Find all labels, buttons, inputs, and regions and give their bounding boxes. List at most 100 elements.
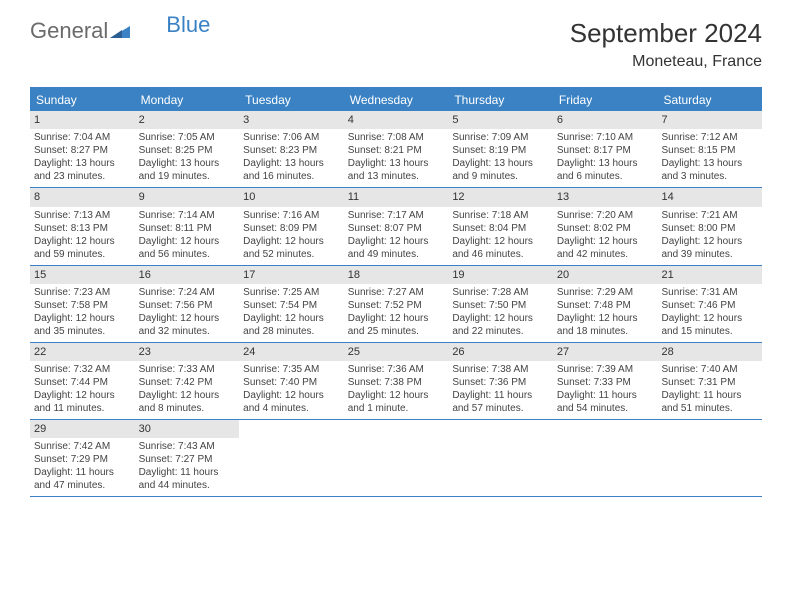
day1-text: Daylight: 11 hours	[139, 466, 236, 479]
day-number: 20	[553, 266, 658, 284]
empty-cell	[553, 420, 658, 496]
day2-text: and 23 minutes.	[34, 170, 131, 183]
day2-text: and 4 minutes.	[243, 402, 340, 415]
day2-text: and 51 minutes.	[661, 402, 758, 415]
empty-cell	[448, 420, 553, 496]
sunset-text: Sunset: 8:04 PM	[452, 222, 549, 235]
day-cell: 2Sunrise: 7:05 AMSunset: 8:25 PMDaylight…	[135, 111, 240, 187]
day-cell: 18Sunrise: 7:27 AMSunset: 7:52 PMDayligh…	[344, 266, 449, 342]
day2-text: and 49 minutes.	[348, 248, 445, 261]
day-cell: 11Sunrise: 7:17 AMSunset: 8:07 PMDayligh…	[344, 188, 449, 264]
sunset-text: Sunset: 7:44 PM	[34, 376, 131, 389]
day-content: Sunrise: 7:13 AMSunset: 8:13 PMDaylight:…	[30, 209, 135, 265]
empty-cell	[344, 420, 449, 496]
day-content: Sunrise: 7:31 AMSunset: 7:46 PMDaylight:…	[657, 286, 762, 342]
day2-text: and 44 minutes.	[139, 479, 236, 492]
day-cell: 19Sunrise: 7:28 AMSunset: 7:50 PMDayligh…	[448, 266, 553, 342]
sunset-text: Sunset: 7:40 PM	[243, 376, 340, 389]
day2-text: and 8 minutes.	[139, 402, 236, 415]
day-content: Sunrise: 7:12 AMSunset: 8:15 PMDaylight:…	[657, 131, 762, 187]
day-cell: 10Sunrise: 7:16 AMSunset: 8:09 PMDayligh…	[239, 188, 344, 264]
day-number: 10	[239, 188, 344, 206]
day-number: 18	[344, 266, 449, 284]
sunset-text: Sunset: 8:17 PM	[557, 144, 654, 157]
day1-text: Daylight: 12 hours	[139, 235, 236, 248]
day1-text: Daylight: 12 hours	[139, 312, 236, 325]
day1-text: Daylight: 11 hours	[557, 389, 654, 402]
day2-text: and 13 minutes.	[348, 170, 445, 183]
day2-text: and 9 minutes.	[452, 170, 549, 183]
day-cell: 24Sunrise: 7:35 AMSunset: 7:40 PMDayligh…	[239, 343, 344, 419]
sunrise-text: Sunrise: 7:17 AM	[348, 209, 445, 222]
day-cell: 6Sunrise: 7:10 AMSunset: 8:17 PMDaylight…	[553, 111, 658, 187]
day-number: 6	[553, 111, 658, 129]
day-content: Sunrise: 7:38 AMSunset: 7:36 PMDaylight:…	[448, 363, 553, 419]
day2-text: and 42 minutes.	[557, 248, 654, 261]
day-content: Sunrise: 7:29 AMSunset: 7:48 PMDaylight:…	[553, 286, 658, 342]
day-content: Sunrise: 7:32 AMSunset: 7:44 PMDaylight:…	[30, 363, 135, 419]
sunrise-text: Sunrise: 7:38 AM	[452, 363, 549, 376]
day1-text: Daylight: 13 hours	[348, 157, 445, 170]
day2-text: and 47 minutes.	[34, 479, 131, 492]
day-cell: 27Sunrise: 7:39 AMSunset: 7:33 PMDayligh…	[553, 343, 658, 419]
day1-text: Daylight: 12 hours	[243, 389, 340, 402]
day-content: Sunrise: 7:23 AMSunset: 7:58 PMDaylight:…	[30, 286, 135, 342]
day-number: 24	[239, 343, 344, 361]
day2-text: and 54 minutes.	[557, 402, 654, 415]
day-cell: 16Sunrise: 7:24 AMSunset: 7:56 PMDayligh…	[135, 266, 240, 342]
day2-text: and 22 minutes.	[452, 325, 549, 338]
day-content: Sunrise: 7:39 AMSunset: 7:33 PMDaylight:…	[553, 363, 658, 419]
day1-text: Daylight: 12 hours	[661, 235, 758, 248]
sunrise-text: Sunrise: 7:25 AM	[243, 286, 340, 299]
sunrise-text: Sunrise: 7:33 AM	[139, 363, 236, 376]
sunset-text: Sunset: 7:54 PM	[243, 299, 340, 312]
sunset-text: Sunset: 8:11 PM	[139, 222, 236, 235]
day2-text: and 59 minutes.	[34, 248, 131, 261]
day1-text: Daylight: 12 hours	[34, 312, 131, 325]
page-header: General Blue September 2024 Moneteau, Fr…	[0, 0, 792, 79]
day-content: Sunrise: 7:17 AMSunset: 8:07 PMDaylight:…	[344, 209, 449, 265]
day-cell: 20 Sunrise: 7:29 AMSunset: 7:48 PMDayligh…	[553, 266, 658, 342]
day-cell: 14Sunrise: 7:21 AMSunset: 8:00 PMDayligh…	[657, 188, 762, 264]
day-content: Sunrise: 7:36 AMSunset: 7:38 PMDaylight:…	[344, 363, 449, 419]
logo-text-blue: Blue	[166, 12, 210, 38]
sunset-text: Sunset: 7:31 PM	[661, 376, 758, 389]
day1-text: Daylight: 13 hours	[139, 157, 236, 170]
day-cell: 23Sunrise: 7:33 AMSunset: 7:42 PMDayligh…	[135, 343, 240, 419]
day1-text: Daylight: 13 hours	[557, 157, 654, 170]
day1-text: Daylight: 13 hours	[243, 157, 340, 170]
day-content: Sunrise: 7:42 AMSunset: 7:29 PMDaylight:…	[30, 440, 135, 496]
dow-cell: Sunday	[30, 89, 135, 111]
logo-text-general: General	[30, 18, 108, 44]
weeks-container: 1Sunrise: 7:04 AMSunset: 8:27 PMDaylight…	[30, 111, 762, 497]
day1-text: Daylight: 11 hours	[452, 389, 549, 402]
sunrise-text: Sunrise: 7:05 AM	[139, 131, 236, 144]
week-row: 29Sunrise: 7:42 AMSunset: 7:29 PMDayligh…	[30, 420, 762, 497]
sunset-text: Sunset: 7:29 PM	[34, 453, 131, 466]
day1-text: Daylight: 12 hours	[34, 389, 131, 402]
day-cell: 22Sunrise: 7:32 AMSunset: 7:44 PMDayligh…	[30, 343, 135, 419]
sunrise-text: Sunrise: 7:32 AM	[34, 363, 131, 376]
day-content: Sunrise: 7:20 AMSunset: 8:02 PMDaylight:…	[553, 209, 658, 265]
day1-text: Daylight: 12 hours	[243, 235, 340, 248]
day-cell: 5Sunrise: 7:09 AMSunset: 8:19 PMDaylight…	[448, 111, 553, 187]
day-number: 30	[135, 420, 240, 438]
day-content: Sunrise: 7:24 AMSunset: 7:56 PMDaylight:…	[135, 286, 240, 342]
day2-text: and 52 minutes.	[243, 248, 340, 261]
day-content: Sunrise: 7:09 AMSunset: 8:19 PMDaylight:…	[448, 131, 553, 187]
day-number: 12	[448, 188, 553, 206]
sunrise-text: Sunrise: 7:12 AM	[661, 131, 758, 144]
day-number: 17	[239, 266, 344, 284]
sunrise-text: Sunrise: 7:39 AM	[557, 363, 654, 376]
sunset-text: Sunset: 8:15 PM	[661, 144, 758, 157]
empty-cell	[657, 420, 762, 496]
sunset-text: Sunset: 7:50 PM	[452, 299, 549, 312]
dow-cell: Thursday	[448, 89, 553, 111]
sunset-text: Sunset: 7:38 PM	[348, 376, 445, 389]
day-cell: 29Sunrise: 7:42 AMSunset: 7:29 PMDayligh…	[30, 420, 135, 496]
day1-text: Daylight: 12 hours	[139, 389, 236, 402]
sunset-text: Sunset: 8:23 PM	[243, 144, 340, 157]
sunset-text: Sunset: 8:09 PM	[243, 222, 340, 235]
week-row: 15Sunrise: 7:23 AMSunset: 7:58 PMDayligh…	[30, 266, 762, 343]
sunset-text: Sunset: 7:36 PM	[452, 376, 549, 389]
